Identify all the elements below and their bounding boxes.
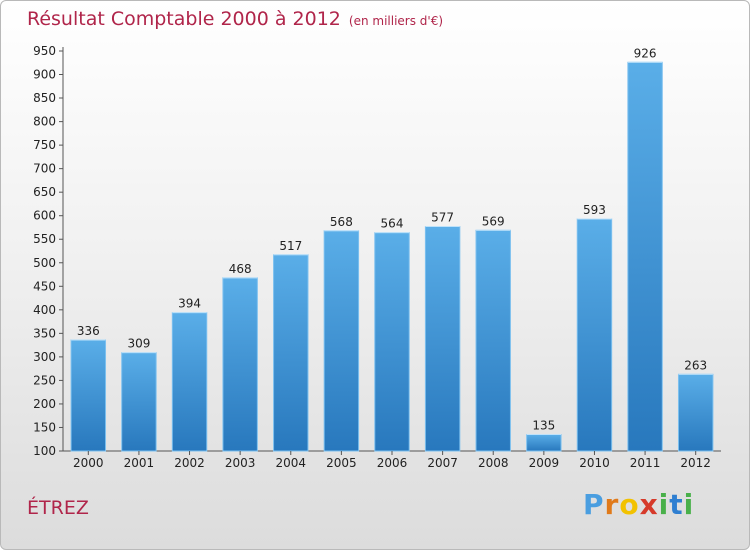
bar-value-label: 135 bbox=[532, 419, 555, 433]
logo-letter: i bbox=[683, 488, 695, 521]
bar-value-label: 309 bbox=[127, 337, 150, 351]
x-tick-label: 2005 bbox=[326, 456, 357, 470]
y-tick-label: 800 bbox=[33, 115, 56, 129]
x-tick-label: 2009 bbox=[529, 456, 560, 470]
bar bbox=[70, 339, 107, 452]
title-unit: (en milliers d'€) bbox=[348, 14, 444, 28]
y-tick-label: 600 bbox=[33, 209, 56, 223]
x-tick-label: 2003 bbox=[225, 456, 256, 470]
x-tick-label: 2000 bbox=[73, 456, 104, 470]
y-tick-label: 650 bbox=[33, 185, 56, 199]
bar-value-label: 564 bbox=[381, 217, 404, 231]
bar-value-label: 394 bbox=[178, 297, 201, 311]
bar bbox=[273, 254, 309, 452]
bar-value-label: 568 bbox=[330, 215, 353, 229]
y-tick-label: 700 bbox=[33, 162, 56, 176]
y-tick-label: 550 bbox=[33, 232, 56, 246]
logo-letter: P bbox=[583, 488, 605, 521]
bar-value-label: 569 bbox=[482, 214, 505, 228]
bar bbox=[424, 226, 461, 452]
bar-value-label: 263 bbox=[684, 358, 707, 372]
x-tick-label: 2010 bbox=[579, 456, 610, 470]
x-tick-label: 2012 bbox=[680, 456, 711, 470]
x-tick-label: 2004 bbox=[275, 456, 306, 470]
y-tick-label: 750 bbox=[33, 138, 56, 152]
bar bbox=[576, 218, 613, 452]
bar-value-label: 577 bbox=[431, 211, 454, 225]
bar-value-label: 336 bbox=[77, 324, 100, 338]
bar bbox=[526, 434, 562, 452]
proxiti-logo: Proxiti bbox=[583, 488, 694, 521]
x-tick-label: 2002 bbox=[174, 456, 205, 470]
commune-name: ÉTREZ bbox=[27, 497, 89, 519]
logo-letter: i bbox=[658, 488, 670, 521]
bar bbox=[121, 352, 157, 452]
y-tick-label: 200 bbox=[33, 397, 56, 411]
title-text: Résultat Comptable 2000 à 2012 bbox=[27, 8, 341, 30]
bar-value-label: 593 bbox=[583, 203, 606, 217]
x-tick-label: 2006 bbox=[377, 456, 408, 470]
logo-letter: r bbox=[604, 488, 620, 521]
bar bbox=[677, 373, 714, 452]
logo-letter: x bbox=[639, 488, 659, 521]
y-tick-label: 100 bbox=[33, 444, 56, 458]
x-tick-label: 2011 bbox=[630, 456, 661, 470]
bar bbox=[475, 229, 511, 452]
y-tick-label: 350 bbox=[33, 326, 56, 340]
bar bbox=[374, 232, 410, 452]
bar-value-label: 468 bbox=[229, 262, 252, 276]
y-tick-label: 150 bbox=[33, 420, 56, 434]
y-tick-label: 500 bbox=[33, 256, 56, 270]
bar-value-label: 517 bbox=[279, 239, 302, 253]
y-tick-label: 250 bbox=[33, 373, 56, 387]
y-tick-label: 950 bbox=[33, 44, 56, 58]
x-tick-label: 2007 bbox=[427, 456, 458, 470]
bar bbox=[323, 230, 360, 452]
bar-value-label: 926 bbox=[634, 46, 657, 60]
chart-title: Résultat Comptable 2000 à 2012 (en millie… bbox=[27, 8, 443, 30]
x-tick-label: 2008 bbox=[478, 456, 509, 470]
y-tick-label: 400 bbox=[33, 303, 56, 317]
bar bbox=[222, 277, 258, 452]
bar bbox=[627, 61, 663, 452]
y-tick-label: 900 bbox=[33, 68, 56, 82]
logo-letter: t bbox=[669, 488, 684, 521]
x-tick-label: 2001 bbox=[124, 456, 155, 470]
logo-letter: o bbox=[619, 488, 640, 521]
bar bbox=[171, 312, 208, 452]
y-tick-label: 300 bbox=[33, 350, 56, 364]
y-tick-label: 450 bbox=[33, 279, 56, 293]
y-tick-label: 850 bbox=[33, 91, 56, 105]
